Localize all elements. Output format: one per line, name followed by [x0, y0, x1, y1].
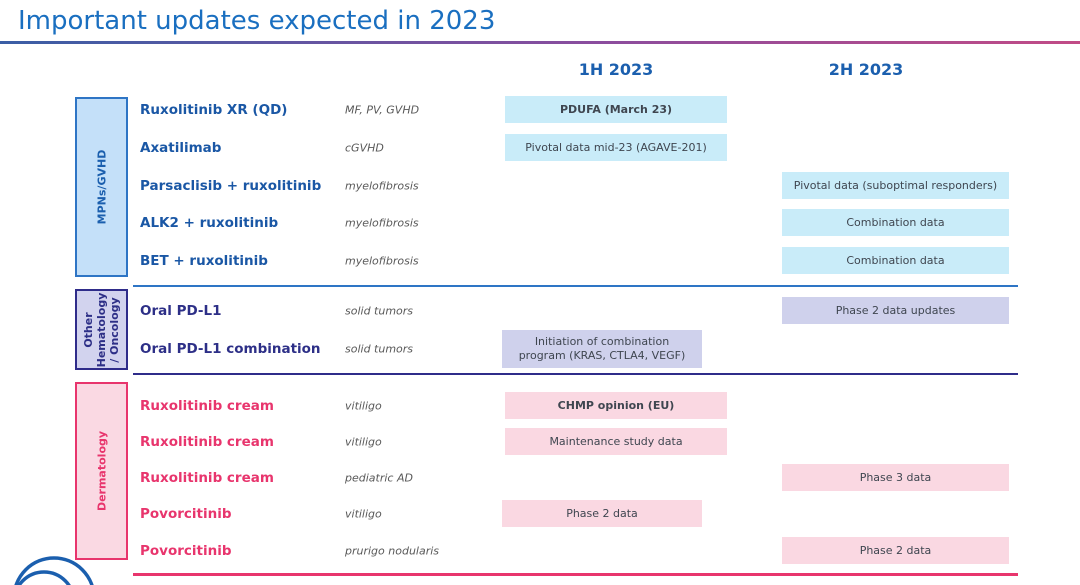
- column-header-2h-2023: 2H 2023: [828, 60, 904, 79]
- drug-name: Ruxolitinib cream: [140, 469, 274, 486]
- milestone-badge: CHMP opinion (EU): [505, 392, 727, 419]
- page-title: Important updates expected in 2023: [18, 6, 496, 36]
- group-box-other-hematology-oncology: Other Hematology / Oncology: [75, 289, 128, 370]
- pipeline-row: BET + ruxolitinib myelofibrosis Combinat…: [0, 247, 1080, 274]
- section-divider: [133, 285, 1018, 287]
- column-header-1h-2023: 1H 2023: [578, 60, 654, 79]
- drug-name: Ruxolitinib cream: [140, 397, 274, 414]
- indication: myelofibrosis: [345, 254, 419, 267]
- group-box-dermatology: Dermatology: [75, 382, 128, 560]
- milestone-badge: Phase 2 data: [782, 537, 1009, 564]
- milestone-badge: PDUFA (March 23): [505, 96, 727, 123]
- pipeline-row: Parsaclisib + ruxolitinib myelofibrosis …: [0, 172, 1080, 199]
- milestone-badge: Phase 3 data: [782, 464, 1009, 491]
- milestone-badge: Pivotal data mid-23 (AGAVE-201): [505, 134, 727, 161]
- milestone-badge: Phase 2 data updates: [782, 297, 1009, 324]
- drug-name: Oral PD-L1: [140, 302, 222, 319]
- pipeline-row: Povorcitinib vitiligo Phase 2 data: [0, 500, 1080, 527]
- drug-name: Povorcitinib: [140, 505, 232, 522]
- group-box-mpns-gvhd: MPNs/GVHD: [75, 97, 128, 277]
- milestone-badge: Combination data: [782, 209, 1009, 236]
- drug-name: Parsaclisib + ruxolitinib: [140, 177, 322, 194]
- indication: myelofibrosis: [345, 216, 419, 229]
- pipeline-row: ALK2 + ruxolitinib myelofibrosis Combina…: [0, 209, 1080, 236]
- section-divider: [133, 573, 1018, 576]
- drug-name: BET + ruxolitinib: [140, 252, 268, 269]
- drug-name: ALK2 + ruxolitinib: [140, 214, 279, 231]
- company-logo: [14, 556, 94, 585]
- drug-name: Axatilimab: [140, 139, 222, 156]
- pipeline-row: Ruxolitinib cream vitiligo CHMP opinion …: [0, 392, 1080, 419]
- indication: MF, PV, GVHD: [345, 103, 420, 116]
- pipeline-row: Oral PD-L1 combination solid tumors Init…: [0, 330, 1080, 368]
- title-underline: [0, 41, 1080, 44]
- indication: myelofibrosis: [345, 179, 419, 192]
- pipeline-row: Ruxolitinib XR (QD) MF, PV, GVHD PDUFA (…: [0, 96, 1080, 123]
- indication: vitiligo: [345, 399, 382, 412]
- drug-name: Povorcitinib: [140, 542, 232, 559]
- pipeline-row: Povorcitinib prurigo nodularis Phase 2 d…: [0, 537, 1080, 564]
- pipeline-row: Axatilimab cGVHD Pivotal data mid-23 (AG…: [0, 134, 1080, 161]
- pipeline-row: Ruxolitinib cream vitiligo Maintenance s…: [0, 428, 1080, 455]
- indication: solid tumors: [345, 304, 414, 317]
- indication: solid tumors: [345, 342, 414, 356]
- indication: vitiligo: [345, 507, 382, 520]
- pipeline-row: Oral PD-L1 solid tumors Phase 2 data upd…: [0, 297, 1080, 324]
- milestone-badge: Combination data: [782, 247, 1009, 274]
- milestone-badge: Initiation of combination program (KRAS,…: [502, 330, 702, 368]
- drug-name: Oral PD-L1 combination: [140, 341, 321, 357]
- drug-name: Ruxolitinib XR (QD): [140, 101, 288, 118]
- milestone-badge: Pivotal data (suboptimal responders): [782, 172, 1009, 199]
- drug-name: Ruxolitinib cream: [140, 433, 274, 450]
- milestone-badge: Phase 2 data: [502, 500, 702, 527]
- milestone-badge: Maintenance study data: [505, 428, 727, 455]
- indication: vitiligo: [345, 435, 382, 448]
- pipeline-row: Ruxolitinib cream pediatric AD Phase 3 d…: [0, 464, 1080, 491]
- indication: prurigo nodularis: [345, 544, 440, 557]
- indication: pediatric AD: [345, 471, 413, 484]
- indication: cGVHD: [345, 141, 384, 154]
- section-divider: [133, 373, 1018, 375]
